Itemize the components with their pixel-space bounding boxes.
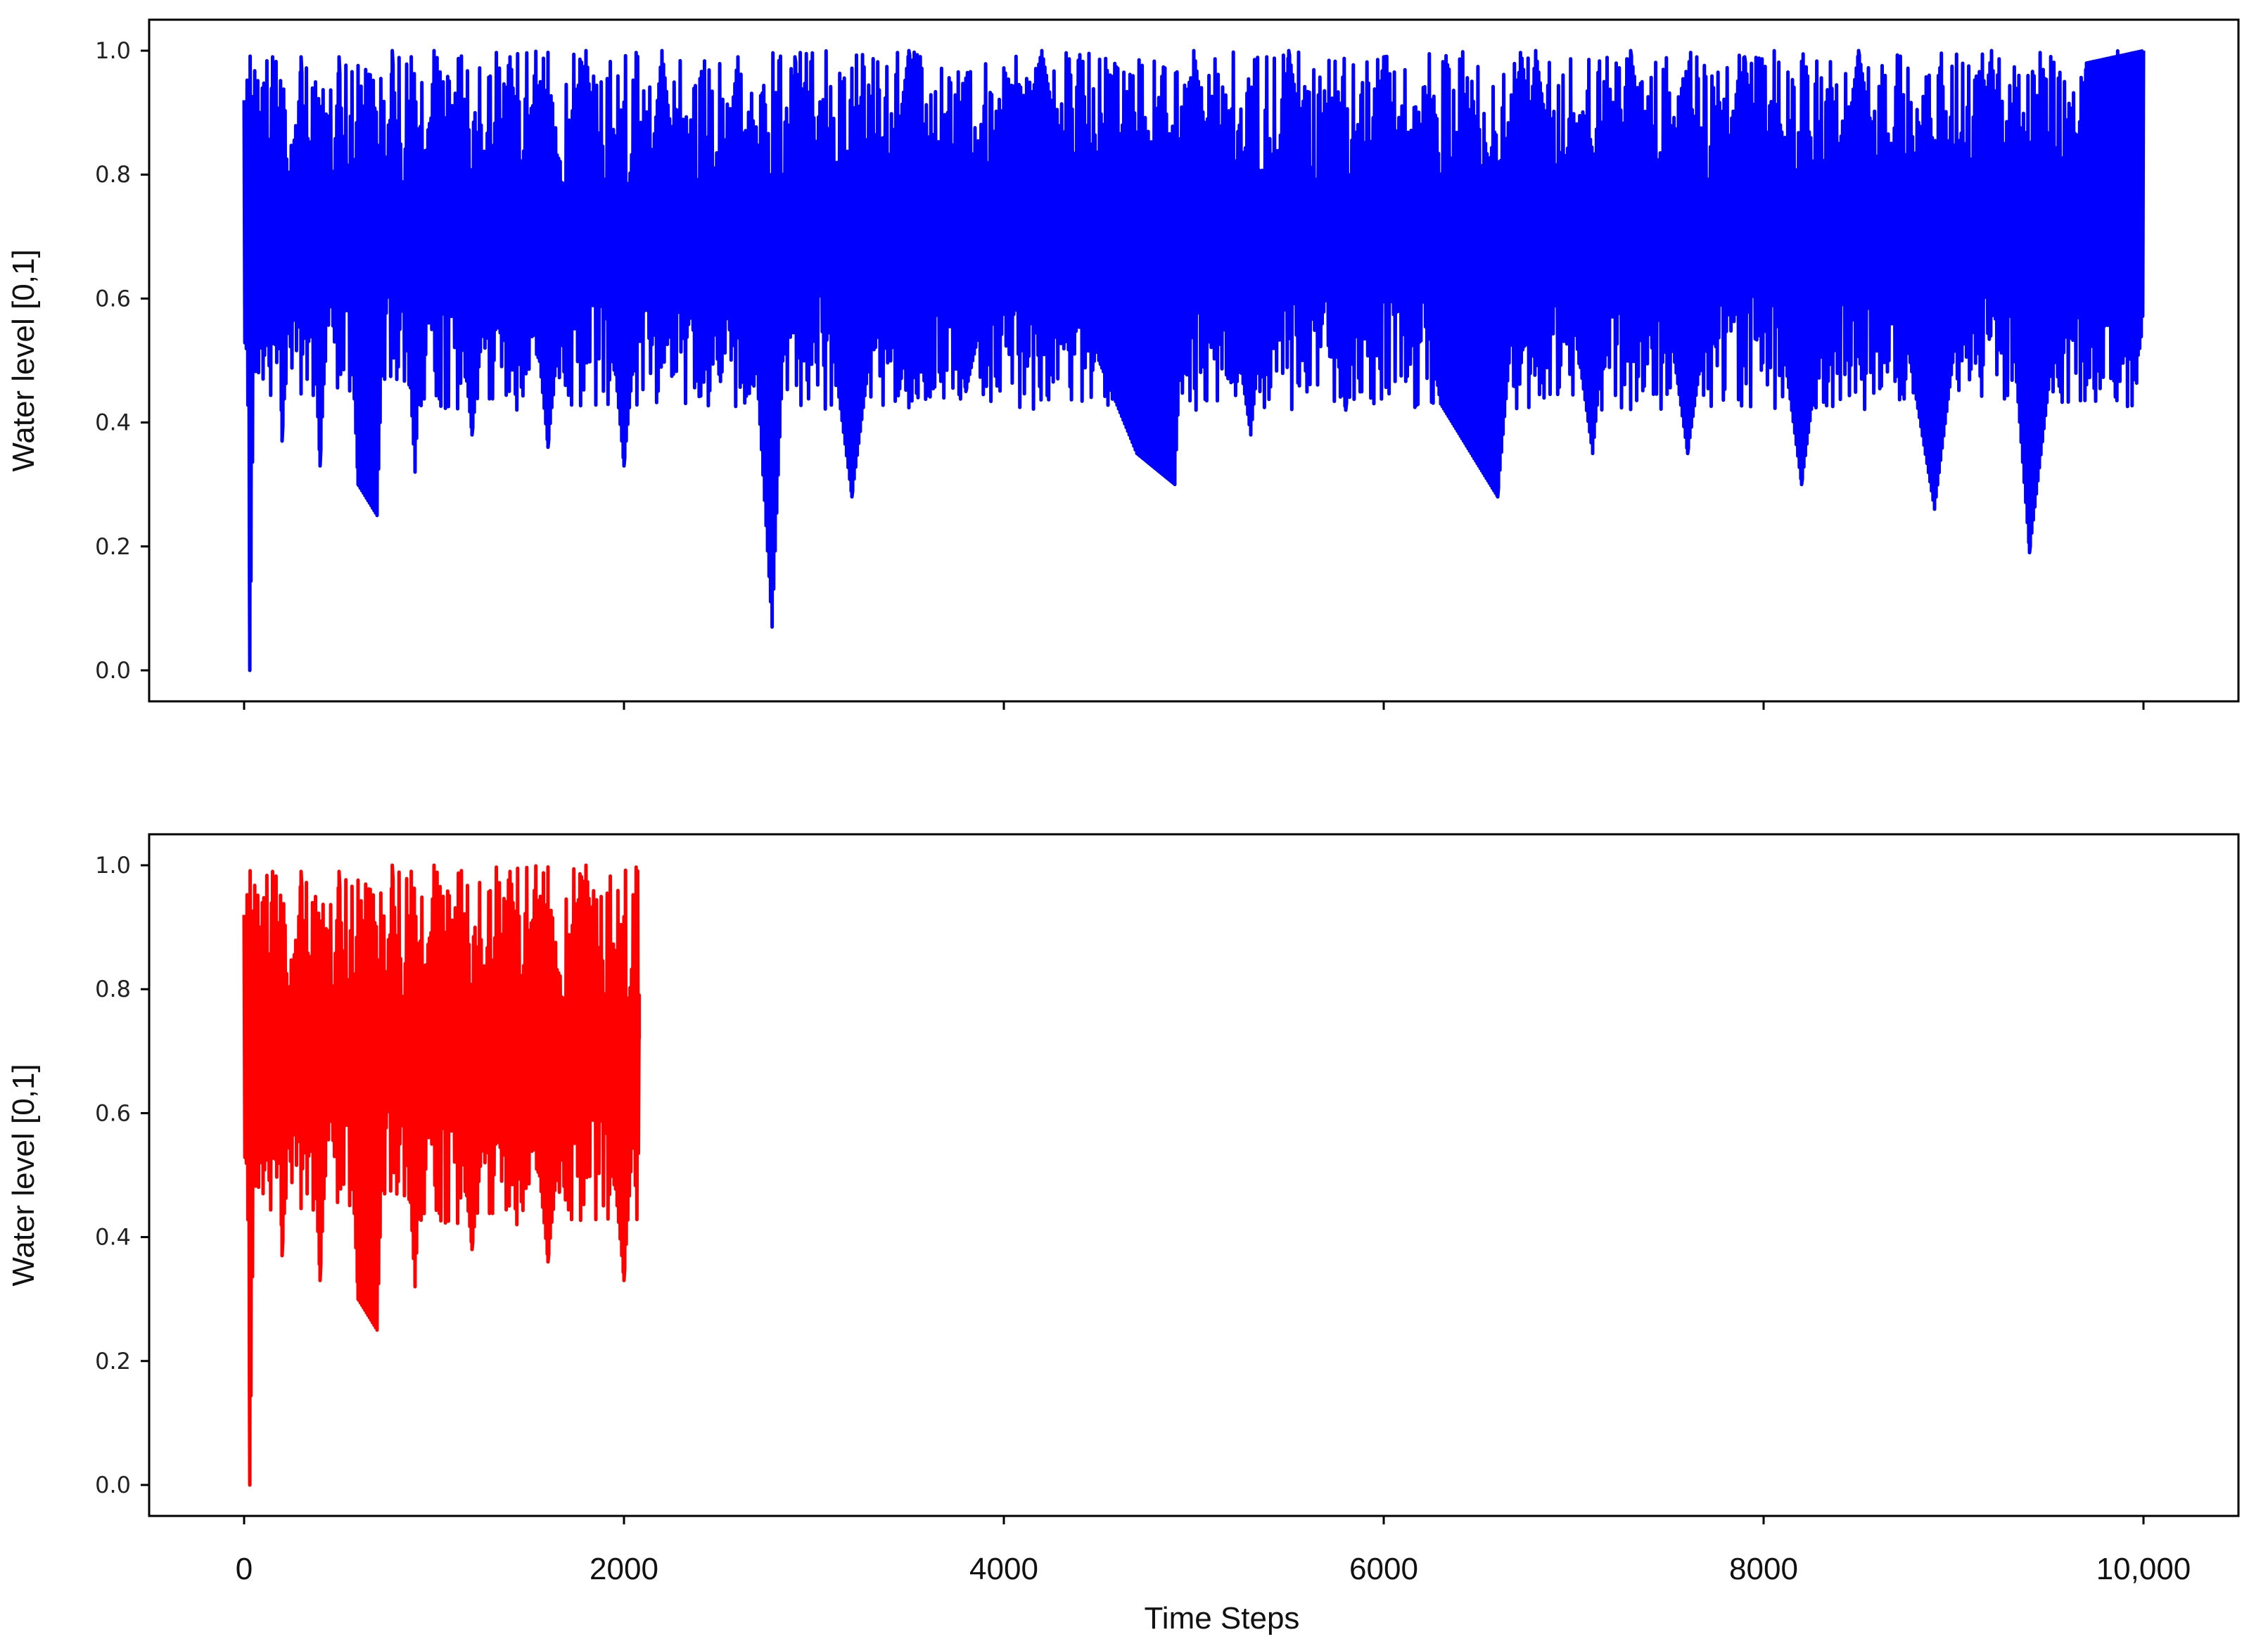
plot-frame [148, 833, 2240, 1517]
y-tick-label: 0.2 [95, 533, 131, 560]
y-tick-label: 0.6 [95, 1099, 131, 1126]
y-tick-label: 0.4 [95, 1224, 131, 1251]
x-tick-label: 4000 [969, 1552, 1038, 1586]
y-tick-label: 0.6 [95, 285, 131, 312]
y-tick-label: 1.0 [95, 852, 131, 879]
y-tick-label: 0.8 [95, 161, 131, 188]
x-tick-label: 2000 [590, 1552, 658, 1586]
x-tick-label: 10,000 [2096, 1552, 2191, 1586]
top-panel: 0.0 0.2 0.4 0.6 0.8 1.0 Water level [0,1] [6, 18, 2240, 710]
y-tick-label: 0.8 [95, 976, 131, 1002]
x-tick-label: 0 [236, 1552, 253, 1586]
y-axis-label: Water level [0,1] [6, 249, 41, 471]
y-tick-label: 1.0 [95, 37, 131, 64]
series-line [242, 49, 2146, 672]
y-tick-label: 0.0 [95, 1472, 131, 1498]
plot-frame [148, 18, 2240, 703]
series-line [242, 863, 642, 1487]
x-tick-label: 8000 [1729, 1552, 1798, 1586]
x-tick-label: 6000 [1349, 1552, 1418, 1586]
x-axis-label: Time Steps [1145, 1601, 1300, 1636]
y-axis-label: Water level [0,1] [6, 1064, 41, 1286]
y-tick-label: 0.2 [95, 1348, 131, 1375]
y-tick-label: 0.0 [95, 657, 131, 684]
bottom-panel: 0.0 0.2 0.4 0.6 0.8 1.0 0 2000 4000 6000 8000 10,00… [6, 833, 2240, 1636]
y-tick-label: 0.4 [95, 409, 131, 436]
